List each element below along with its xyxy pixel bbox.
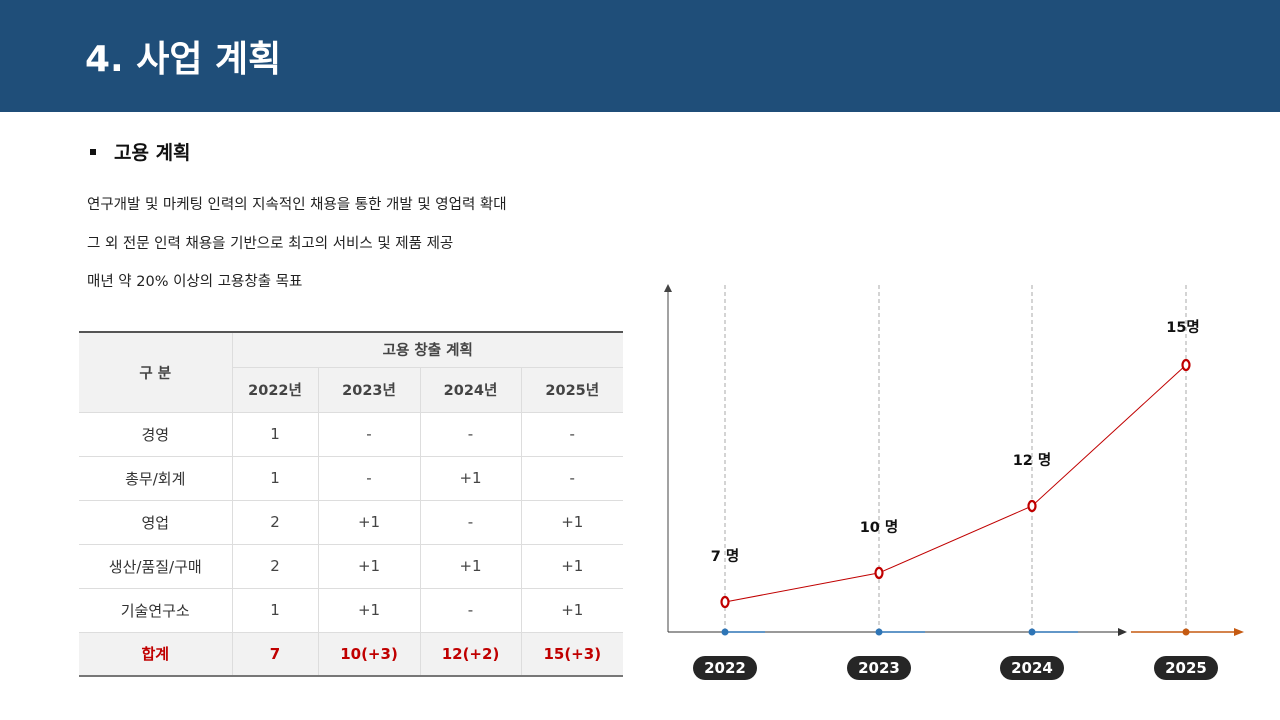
series-line xyxy=(724,364,1187,603)
description-line: 매년 약 20% 이상의 고용창출 목표 xyxy=(87,274,303,290)
row-value: - xyxy=(419,500,522,545)
data-point xyxy=(874,566,884,580)
row-category: 경영 xyxy=(79,412,233,457)
row-category: 합계 xyxy=(79,632,233,677)
row-value: +1 xyxy=(419,544,522,589)
row-value: 2 xyxy=(231,500,319,545)
header-bar: 4. 사업 계획 xyxy=(0,0,1280,112)
row-value: 1 xyxy=(231,588,319,633)
year-marker xyxy=(721,628,729,636)
table-row: 기술연구소 1 +1- +1 xyxy=(79,588,623,633)
row-value: 1 xyxy=(231,412,319,457)
data-label: 15명 xyxy=(1166,320,1200,336)
year-header: 2025년 xyxy=(520,367,623,413)
row-value: +1 xyxy=(520,588,623,633)
row-value: +1 xyxy=(419,456,522,501)
year-marker xyxy=(1028,628,1036,636)
row-value: 15(+3) xyxy=(520,632,623,677)
table-row: 총무/회계 1- +1- xyxy=(79,456,623,501)
total-row: 합계 7 10(+3) 12(+2) 15(+3) xyxy=(79,632,623,677)
future-arrow-icon xyxy=(1234,628,1244,636)
row-value: 1 xyxy=(231,456,319,501)
data-point xyxy=(720,595,730,609)
data-point xyxy=(1027,499,1037,513)
year-marker xyxy=(1182,628,1190,636)
bullet-icon xyxy=(90,148,96,155)
data-label: 7 명 xyxy=(710,549,740,565)
row-value: 7 xyxy=(231,632,319,677)
section-title: 고용 계획 xyxy=(90,138,191,165)
row-value: +1 xyxy=(317,588,421,633)
group-header: 고용 창출 계획 xyxy=(231,332,623,368)
row-value: - xyxy=(317,456,421,501)
table-row: 생산/품질/구매 2 +1 +1 +1 xyxy=(79,544,623,589)
year-marker xyxy=(875,628,883,636)
year-pill: 2022 xyxy=(693,656,757,680)
data-point xyxy=(1181,358,1191,372)
employment-table: 구 분 고용 창출 계획 2022년 2023년 2024년 2025년 경영 1… xyxy=(79,331,623,677)
row-value: - xyxy=(520,412,623,457)
table-row: 경영 1- - - xyxy=(79,412,623,457)
row-value: 10(+3) xyxy=(317,632,421,677)
row-category: 영업 xyxy=(79,500,233,545)
row-value: 12(+2) xyxy=(419,632,522,677)
category-header: 구 분 xyxy=(79,332,233,413)
x-axis-arrow-icon xyxy=(1118,628,1127,636)
y-axis-arrow-icon xyxy=(664,284,672,292)
data-label: 10 명 xyxy=(859,519,899,536)
section-title-text: 고용 계획 xyxy=(114,142,191,164)
year-pill: 2024 xyxy=(1000,656,1064,680)
row-category: 생산/품질/구매 xyxy=(79,544,233,589)
row-value: +1 xyxy=(520,500,623,545)
row-value: +1 xyxy=(520,544,623,589)
row-value: +1 xyxy=(317,500,421,545)
row-value: +1 xyxy=(317,544,421,589)
year-header: 2022년 xyxy=(232,367,319,413)
year-pill: 2023 xyxy=(847,656,911,680)
year-header: 2023년 xyxy=(317,367,421,413)
row-category: 총무/회계 xyxy=(79,456,233,501)
row-value: - xyxy=(419,412,522,457)
row-value: - xyxy=(317,412,421,457)
description-line: 그 외 전문 인력 채용을 기반으로 최고의 서비스 및 제품 제공 xyxy=(87,236,454,252)
year-pill: 2025 xyxy=(1154,656,1218,680)
data-label: 12 명 xyxy=(1012,453,1052,469)
row-category: 기술연구소 xyxy=(79,588,233,633)
row-value: - xyxy=(520,456,623,501)
description-line: 연구개발 및 마케팅 인력의 지속적인 채용을 통한 개발 및 영업력 확대 xyxy=(87,197,507,213)
table-row: 영업 2 +1- +1 xyxy=(79,500,623,545)
row-value: - xyxy=(419,588,522,633)
page-title: 4. 사업 계획 xyxy=(85,39,282,80)
